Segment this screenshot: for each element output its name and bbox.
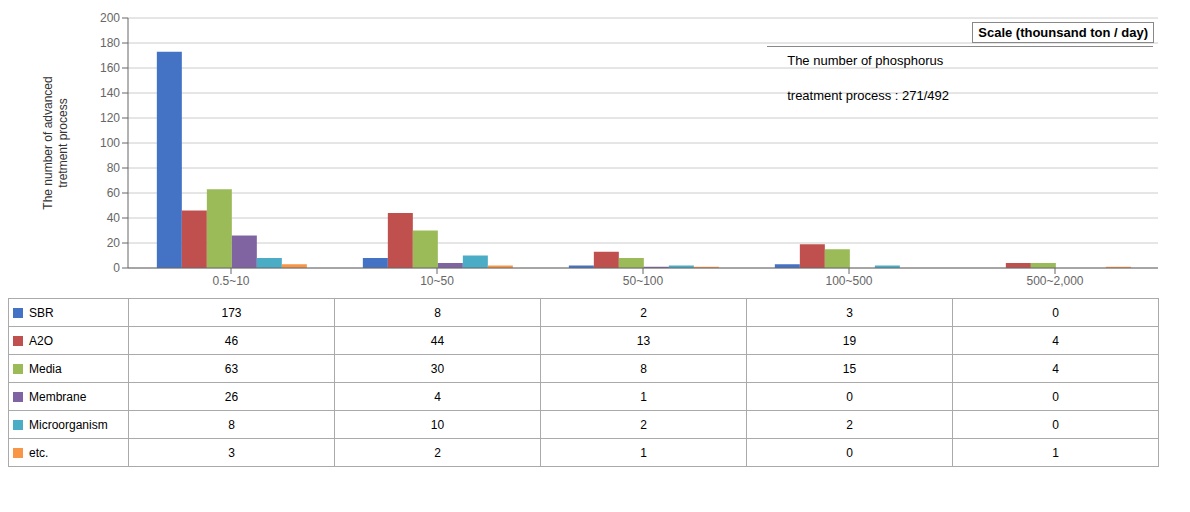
html-text:Scale (thounsand ton / day): Scale (thounsand ton / day) <box>978 25 1148 40</box>
html-text:3: 3 <box>228 445 235 460</box>
svg-text:0.5~10: 0.5~10 <box>212 274 249 288</box>
html-text:1: 1 <box>640 445 647 460</box>
html-text:2: 2 <box>640 305 647 320</box>
html-text:Microorganism: Microorganism <box>29 417 108 432</box>
svg-text:The number of advancedtretment: The number of advancedtretment process <box>41 76 70 209</box>
html-text:2: 2 <box>640 417 647 432</box>
html-text:3: 3 <box>846 305 853 320</box>
html-text:173: 173 <box>221 305 242 320</box>
svg-text:50~100: 50~100 <box>623 274 664 288</box>
html-text:10: 10 <box>430 417 445 432</box>
html-text:1: 1 <box>1052 445 1059 460</box>
html-text:8: 8 <box>434 305 441 320</box>
svg-text:100~500: 100~500 <box>825 274 872 288</box>
html-text:Membrane: Membrane <box>29 389 87 404</box>
html-text:The number of phosphorus: The number of phosphorus <box>787 53 944 68</box>
svg-text:500~2,000: 500~2,000 <box>1026 274 1083 288</box>
html-text:4: 4 <box>434 389 441 404</box>
svg-text:100: 100 <box>100 136 120 150</box>
html-text:0: 0 <box>846 445 853 460</box>
html-text:8: 8 <box>640 361 647 376</box>
html-text:8: 8 <box>228 417 235 432</box>
html-text:26: 26 <box>224 389 239 404</box>
svg-text:20: 20 <box>107 236 121 250</box>
html-text:63: 63 <box>224 361 239 376</box>
html-text:0: 0 <box>1052 389 1059 404</box>
html-text:44: 44 <box>430 333 445 348</box>
html-text:1: 1 <box>640 389 647 404</box>
html-text:0: 0 <box>846 389 853 404</box>
svg-text:200: 200 <box>100 11 120 25</box>
html-text:30: 30 <box>430 361 445 376</box>
html-text:treatment process : 271/492: treatment process : 271/492 <box>787 88 950 103</box>
svg-text:140: 140 <box>100 86 120 100</box>
svg-text:10~50: 10~50 <box>420 274 454 288</box>
html-text:13: 13 <box>636 333 651 348</box>
svg-text:40: 40 <box>107 211 121 225</box>
html-text:46: 46 <box>224 333 239 348</box>
html-text:0: 0 <box>1052 305 1059 320</box>
svg-text:80: 80 <box>107 161 121 175</box>
html-text:Media: Media <box>29 361 62 376</box>
svg-text:0: 0 <box>113 261 120 275</box>
html-text:19: 19 <box>842 333 857 348</box>
svg-text:160: 160 <box>100 61 120 75</box>
html-text:0: 0 <box>1052 417 1059 432</box>
html-text:etc.: etc. <box>29 445 49 460</box>
svg-text:120: 120 <box>100 111 120 125</box>
html-text:15: 15 <box>842 361 857 376</box>
svg-text:180: 180 <box>100 36 120 50</box>
html-text:A2O: A2O <box>29 333 53 348</box>
svg-text:60: 60 <box>107 186 121 200</box>
html-text:4: 4 <box>1052 333 1059 348</box>
html-text:2: 2 <box>846 417 853 432</box>
html-text:2: 2 <box>434 445 441 460</box>
html-text:SBR: SBR <box>29 305 54 320</box>
html-text:4: 4 <box>1052 361 1059 376</box>
